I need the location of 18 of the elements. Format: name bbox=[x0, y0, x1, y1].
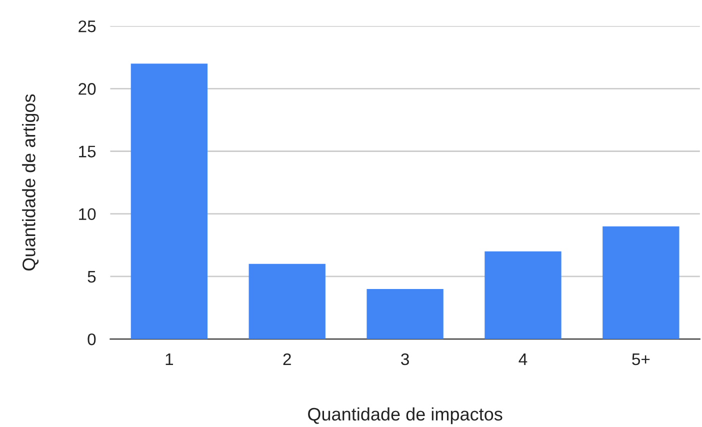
x-tick-label: 4 bbox=[518, 354, 528, 366]
y-tick-label: 5 bbox=[88, 271, 96, 283]
y-tick-label: 20 bbox=[78, 83, 96, 95]
y-axis-title: Quantidade de artigos bbox=[22, 94, 39, 271]
bar bbox=[602, 226, 680, 340]
x-tick-label: 3 bbox=[401, 353, 409, 366]
bar bbox=[130, 64, 208, 340]
bar bbox=[366, 288, 444, 340]
y-tick-label: 25 bbox=[78, 20, 96, 32]
y-tick-label: 0 bbox=[88, 333, 96, 346]
y-tick-label: 10 bbox=[79, 208, 96, 220]
x-tick-label: 5+ bbox=[632, 354, 650, 366]
x-tick-label: 2 bbox=[283, 353, 291, 366]
x-axis-title: Quantidade de impactos bbox=[308, 407, 502, 424]
bar bbox=[248, 264, 326, 340]
x-tick-label: 1 bbox=[166, 354, 174, 366]
y-tick-label: 15 bbox=[79, 146, 96, 158]
bar bbox=[484, 251, 562, 340]
